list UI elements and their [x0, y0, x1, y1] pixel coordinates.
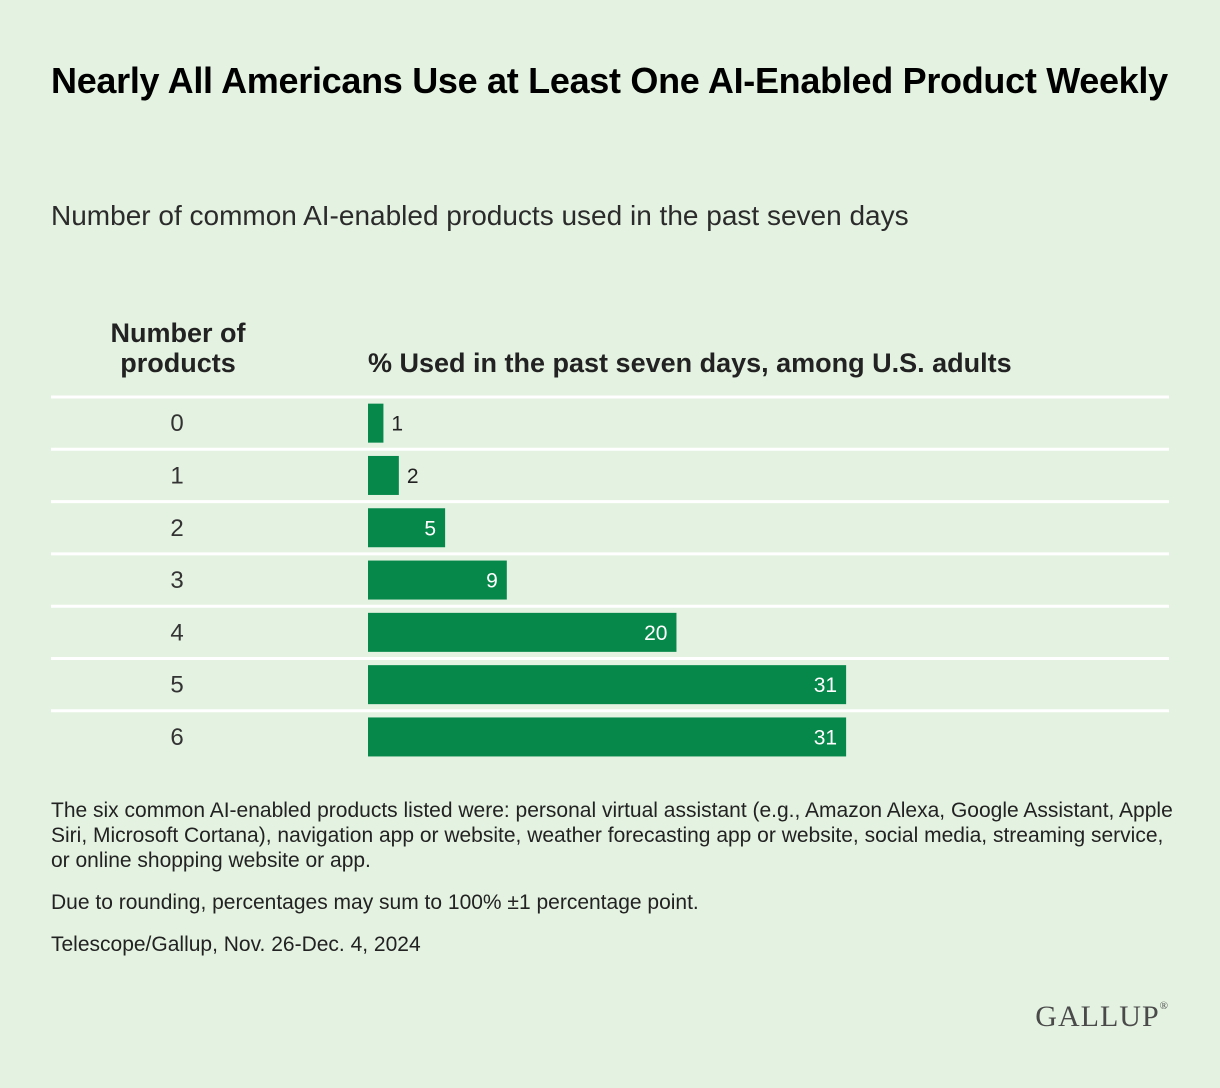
source-note: Telescope/Gallup, Nov. 26-Dec. 4, 2024 [51, 933, 421, 956]
bar-1 [368, 455, 399, 495]
category-label: 1 [170, 462, 183, 489]
value-label: 2 [407, 465, 419, 488]
category-label: 3 [170, 567, 183, 594]
value-label: 1 [391, 413, 403, 436]
category-label: 4 [170, 619, 183, 646]
value-label: 31 [814, 674, 837, 697]
bar-0 [368, 403, 384, 443]
category-label: 6 [170, 724, 183, 751]
bar-2 [368, 508, 446, 548]
category-label: 2 [170, 515, 183, 542]
bar-4 [368, 612, 677, 652]
rounding-note: Due to rounding, percentages may sum to … [51, 891, 699, 914]
bar-chart: 0 1 1 2 2 5 3 9 4 20 5 31 6 31 [51, 395, 1169, 757]
category-label: 5 [170, 672, 183, 699]
value-label: 5 [424, 517, 436, 540]
gallup-logo: GALLUP® [1035, 1000, 1168, 1033]
category-label: 0 [170, 410, 183, 437]
footnotes: The six common AI-enabled products liste… [51, 798, 1181, 974]
value-label: 9 [486, 570, 498, 593]
bar-3 [368, 560, 507, 600]
products-note: The six common AI-enabled products liste… [51, 799, 1173, 872]
value-header: % Used in the past seven days, among U.S… [368, 348, 1012, 378]
bar-6 [368, 717, 847, 757]
value-label: 31 [814, 726, 837, 749]
chart-subtitle: Number of common AI-enabled products use… [51, 200, 909, 231]
chart-title: Nearly All Americans Use at Least One AI… [51, 60, 1168, 101]
bar-5 [368, 665, 847, 705]
row-header: Number of products [110, 318, 246, 378]
value-label: 20 [644, 622, 667, 645]
